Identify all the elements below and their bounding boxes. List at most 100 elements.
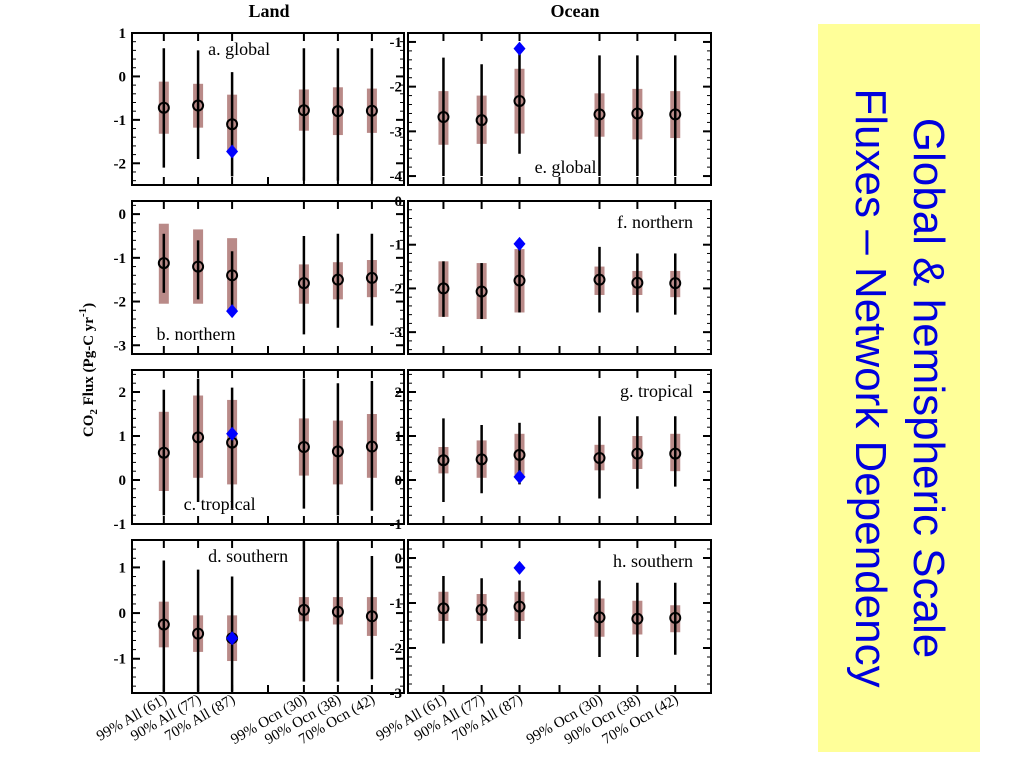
panel-3: 1 0 -1 d. southern xyxy=(114,539,405,694)
y-tick-label: -1 xyxy=(114,517,127,533)
y-tick-label: 1 xyxy=(395,429,403,445)
mean-marker xyxy=(593,108,606,121)
diamond-marker xyxy=(513,236,526,251)
mean-marker xyxy=(593,452,606,464)
mean-marker xyxy=(669,277,682,290)
y-tick-label: -1 xyxy=(390,596,403,612)
panel-label: h. southern xyxy=(613,551,693,571)
mean-marker xyxy=(331,273,344,286)
y-tick-label: -1 xyxy=(390,238,403,254)
panel-6: 2 1 0 -1 g. tropical xyxy=(390,369,712,533)
mean-marker xyxy=(631,447,644,460)
y-tick-label: -1 xyxy=(114,113,127,129)
mean-marker xyxy=(437,454,450,467)
panel-label: c. tropical xyxy=(184,494,256,514)
flux-figure: Land Ocean CO2 Flux (Pg-C yr-1) 1 0 -1 -2 a.… xyxy=(77,1,712,748)
diamond-marker xyxy=(226,144,239,159)
panel-7: 0 -1 -2 -3 h. southern xyxy=(390,539,712,702)
mean-marker xyxy=(593,611,606,624)
y-tick-label: 1 xyxy=(119,560,127,576)
y-tick-label: -1 xyxy=(390,517,403,533)
column-title-ocean: Ocean xyxy=(551,1,600,21)
panel-2: 2 1 0 -1 c. tropical xyxy=(114,369,405,533)
mean-marker xyxy=(437,602,450,615)
y-tick-label: -1 xyxy=(390,35,403,51)
y-tick-label: -4 xyxy=(390,169,403,185)
diamond-marker xyxy=(513,469,526,484)
panel-0: 1 0 -1 -2 a. global xyxy=(114,26,405,186)
panel-label: g. tropical xyxy=(620,381,693,401)
panel-label: a. global xyxy=(208,39,270,59)
diamond-marker xyxy=(226,631,239,646)
slide-title-box: Global & hemispheric Scale Fluxes – Netw… xyxy=(818,24,980,752)
mean-marker xyxy=(475,114,488,127)
slide-title: Global & hemispheric Scale Fluxes – Netw… xyxy=(841,38,957,738)
mean-marker xyxy=(513,600,526,613)
y-tick-label: 2 xyxy=(119,385,127,401)
y-tick-label: -2 xyxy=(390,641,403,657)
column-title-land: Land xyxy=(248,1,289,21)
mean-marker xyxy=(437,282,450,295)
y-tick-label: -2 xyxy=(114,156,127,172)
mean-marker xyxy=(365,271,378,284)
y-tick-label: 0 xyxy=(119,207,127,223)
y-tick-label: -3 xyxy=(390,124,403,140)
y-tick-label: 0 xyxy=(395,473,403,489)
y-tick-label: -2 xyxy=(114,295,127,311)
mean-marker xyxy=(157,101,170,114)
ylabel-mid: Flux (Pg-C yr xyxy=(81,317,97,409)
y-axis-label-text: CO2 Flux (Pg-C yr-1) xyxy=(77,303,100,437)
y-tick-label: 0 xyxy=(119,473,127,489)
y-tick-label: -3 xyxy=(114,338,127,354)
mean-marker xyxy=(192,260,205,273)
diamond-marker xyxy=(226,304,239,319)
panel-frame xyxy=(131,369,405,525)
panel-4: -1 -2 -3 -4 e. global xyxy=(390,32,712,186)
y-tick-label: 2 xyxy=(395,385,403,401)
y-tick-label: -3 xyxy=(390,686,403,702)
ylabel-sup: -1 xyxy=(77,308,89,317)
mean-marker xyxy=(157,618,170,631)
mean-marker xyxy=(297,603,310,616)
panels-group: 1 0 -1 -2 a. global 0 -1 -2 -3 b. northern 2 1 0 -1 c.… xyxy=(114,26,712,702)
mean-marker xyxy=(475,285,488,298)
mean-marker xyxy=(669,611,682,624)
mean-marker xyxy=(475,453,488,466)
y-tick-label: 0 xyxy=(395,551,403,567)
ylabel-co: CO xyxy=(81,415,97,438)
mean-marker xyxy=(513,448,526,461)
mean-marker xyxy=(669,108,682,121)
mean-marker xyxy=(297,277,310,290)
mean-marker xyxy=(365,610,378,623)
y-tick-label: -2 xyxy=(390,80,403,96)
mean-marker xyxy=(437,111,450,124)
panel-label: d. southern xyxy=(208,546,288,566)
y-tick-label: 0 xyxy=(119,69,127,85)
y-tick-label: 1 xyxy=(119,26,127,42)
x-category-labels: 99% All (61)90% All (77)70% All (87)99% … xyxy=(94,692,681,748)
mean-marker xyxy=(297,441,310,453)
y-tick-label: 1 xyxy=(119,429,127,445)
panel-label: e. global xyxy=(535,157,597,177)
mean-marker xyxy=(297,104,310,117)
panel-1: 0 -1 -2 -3 b. northern xyxy=(114,200,405,355)
mean-marker xyxy=(513,274,526,287)
diamond-marker xyxy=(513,560,526,575)
diamond-marker xyxy=(226,426,239,441)
y-tick-label: 0 xyxy=(395,194,403,210)
mean-marker xyxy=(669,447,682,460)
mean-marker xyxy=(331,105,344,118)
y-tick-label: -1 xyxy=(114,251,127,267)
mean-marker xyxy=(157,446,170,459)
y-axis-label: CO2 Flux (Pg-C yr-1) xyxy=(77,303,100,437)
mean-marker xyxy=(593,273,606,286)
mean-marker xyxy=(226,118,239,131)
mean-marker xyxy=(192,627,205,640)
y-tick-label: 0 xyxy=(119,606,127,622)
mean-marker xyxy=(365,440,378,453)
slide-title-line-1: Global & hemispheric Scale xyxy=(904,117,953,659)
mean-marker xyxy=(475,603,488,616)
panel-label: b. northern xyxy=(156,324,235,344)
ylabel-sub: 2 xyxy=(88,409,100,415)
mean-marker xyxy=(513,94,526,107)
